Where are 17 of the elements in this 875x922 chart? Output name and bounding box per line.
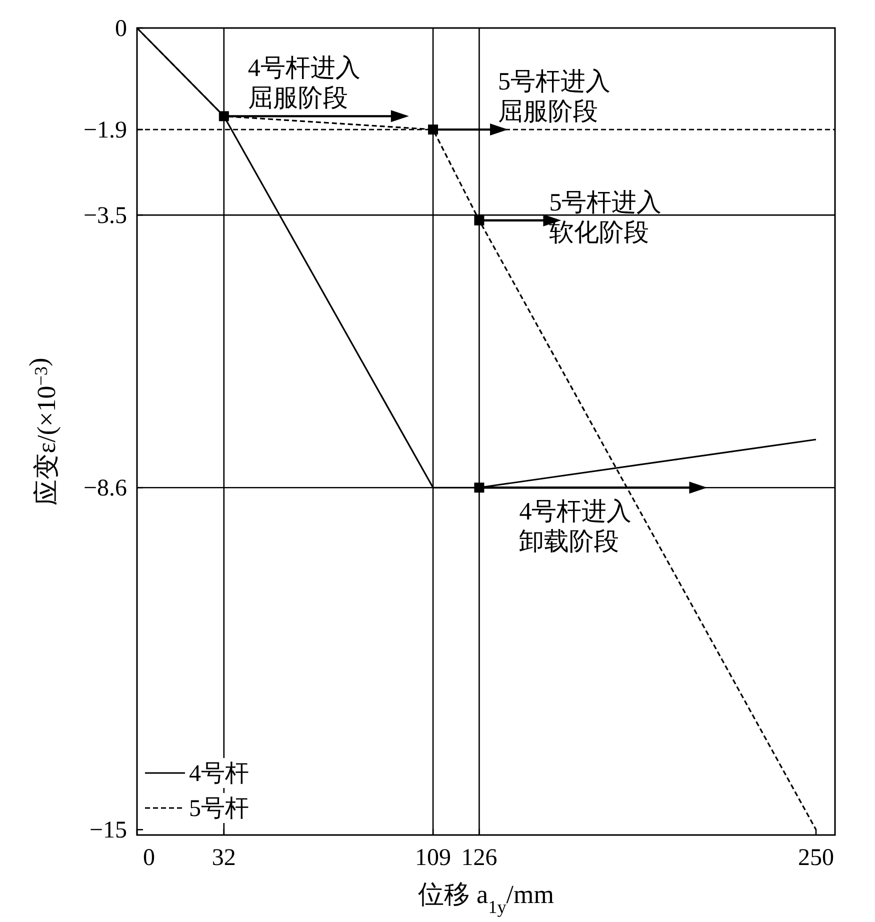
annotation: 4号杆进入屈服阶段 <box>248 55 360 112</box>
y-tick-label: −15 <box>89 818 127 844</box>
y-tick-label: 0 <box>115 16 127 42</box>
x-tick-label: 109 <box>415 845 452 871</box>
y-tick-label: −8.6 <box>83 476 127 502</box>
legend-label: 4号杆 <box>189 761 249 787</box>
annotation: 5号杆进入软化阶段 <box>549 189 662 246</box>
x-tick-label: 126 <box>461 845 498 871</box>
x-tick-label: 32 <box>212 845 236 871</box>
legend-label: 5号杆 <box>189 796 249 822</box>
annotation: 4号杆进入卸载阶段 <box>519 498 632 556</box>
x-tick-label: 250 <box>798 845 834 871</box>
y-tick-label: −1.9 <box>83 118 127 144</box>
x-tick-label: 0 <box>143 845 155 871</box>
x-axis-title: 位移 a$_{1y}$/mm <box>418 880 554 917</box>
annotation: 5号杆进入屈服阶段 <box>498 68 611 126</box>
y-tick-label: −3.5 <box>83 203 127 230</box>
